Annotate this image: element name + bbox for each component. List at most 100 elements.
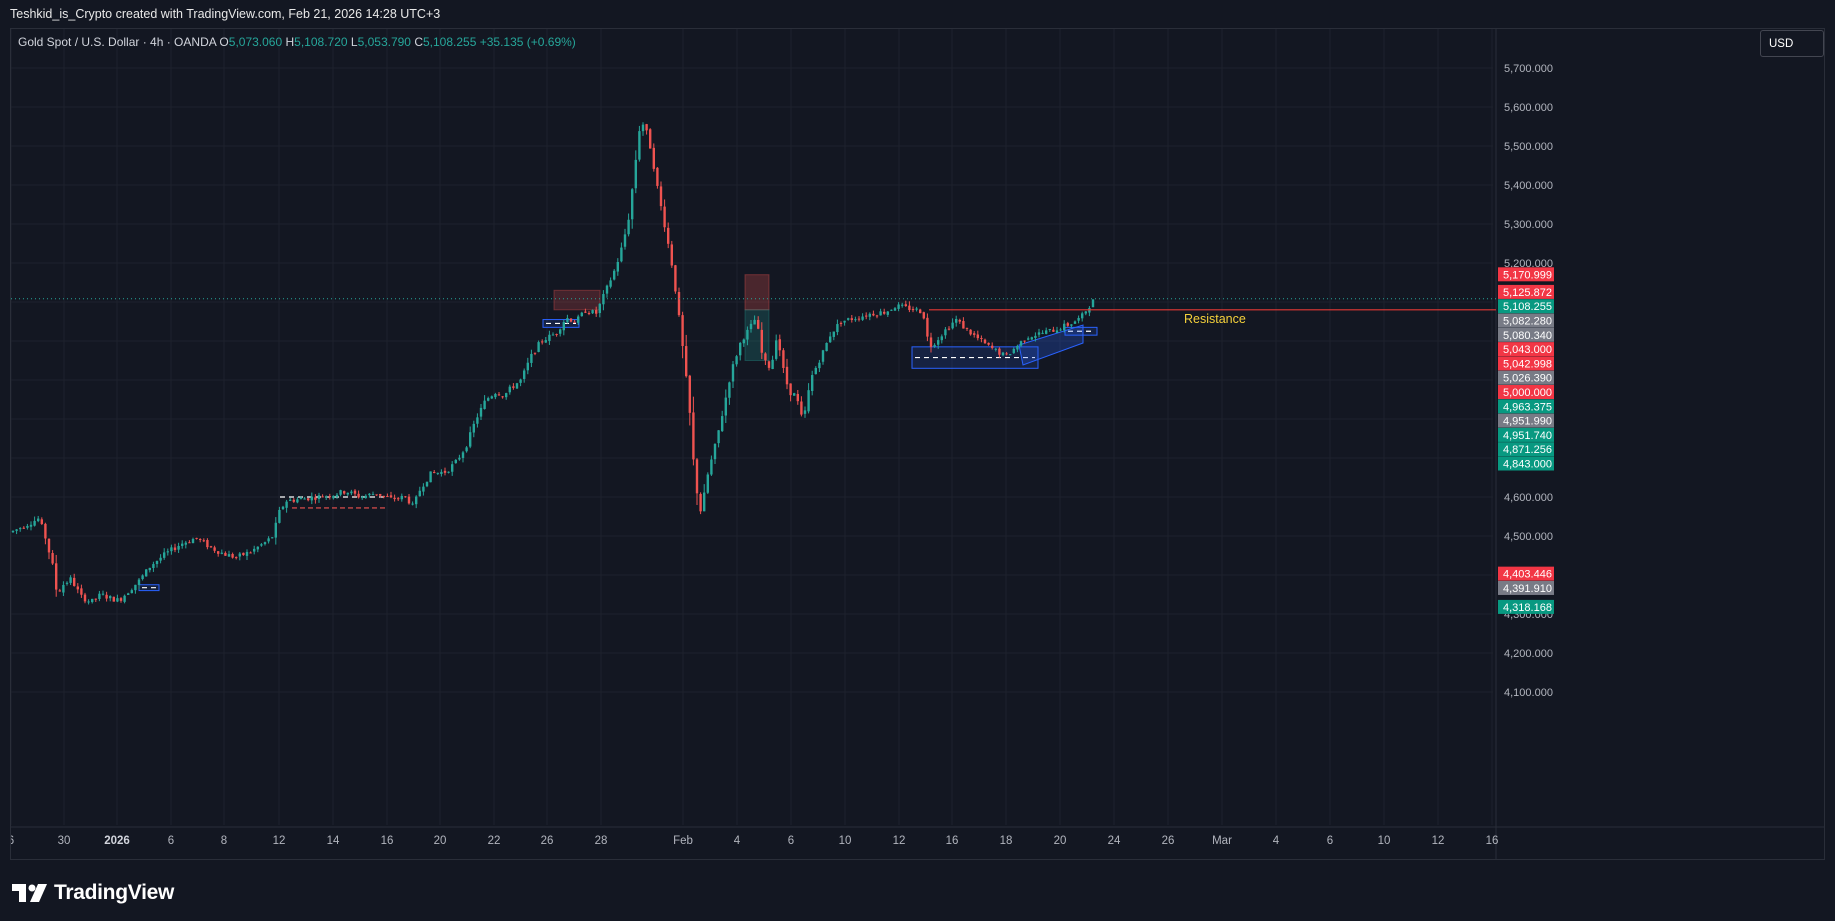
candle-body [87,601,90,603]
time-tick-label: 6 [168,835,174,847]
time-tick-label: Mar [1212,835,1232,847]
candle-body [404,496,407,498]
candle-body [821,350,825,362]
candle-body [526,362,529,371]
tradingview-logo-icon [12,884,47,902]
candle-body [425,481,429,487]
candle-body [274,522,277,538]
candle-body [472,423,475,433]
candle-body [94,598,97,600]
candle-body [469,432,472,447]
candle-body [875,315,879,317]
candle-body [69,577,72,583]
candle-body [73,577,76,586]
candle-body [65,582,69,584]
candle-body [965,327,969,329]
candle-body [886,311,889,315]
candle-body [170,547,173,552]
time-tick-label: 24 [1108,835,1121,847]
candle-body [184,542,187,545]
candle-body [839,322,843,324]
price-tick-label: 5,300.000 [1504,219,1553,231]
candle-body [418,490,421,497]
time-tick-label: 26 [1162,835,1175,847]
candle-body [836,324,839,333]
candle-body [487,398,490,401]
candle-body [566,318,569,322]
time-tick-label: 12 [273,835,286,847]
candle-body [1084,311,1087,314]
candle-body [598,303,601,314]
time-tick-label: Feb [673,835,693,847]
candle-body [620,247,623,262]
time-tick-label: 8 [221,835,227,847]
candle-body [458,457,461,460]
candle-body [353,490,357,494]
candle-body [123,595,126,602]
candle-body [742,339,745,344]
price-label-text: 4,391.910 [1503,583,1552,595]
currency-button[interactable]: USD [1760,30,1824,57]
candle-body [476,417,479,424]
candle-body [19,528,22,530]
candle-body [375,494,378,496]
candle-body [80,588,83,595]
candle-body [33,520,36,526]
candle-body [206,540,209,548]
price-chart[interactable]: Resistance 5,700.000 5,600.000 5,500.000 5,4… [11,29,1825,860]
candle-body [263,542,267,545]
candle-body [245,551,249,556]
candle-body [260,544,263,546]
candle-body [105,594,108,599]
candle-body [746,329,749,340]
candle-body [227,554,231,557]
candle-body [1091,299,1095,308]
candle-body [141,575,144,580]
candle-body [915,308,918,310]
time-tick-label: 6 [788,835,794,847]
candle-body [1052,329,1055,332]
zones-layer [138,274,1098,592]
candle-body [803,410,807,414]
candle-body [591,310,594,314]
candle-body [364,495,367,498]
candle-body [843,320,846,323]
candle-body [533,352,537,354]
price-label-box [1498,385,1554,400]
close-label: C [414,35,423,49]
candle-body [807,390,810,412]
time-tick-label: 6 [1327,835,1333,847]
chart-caption: Teshkid_is_Crypto created with TradingVi… [0,0,1835,28]
candle-body [688,375,691,413]
candle-body [166,551,169,553]
candle-body [537,342,540,352]
price-label-box [1498,456,1554,471]
candle-body [15,529,18,531]
price-label-box [1498,284,1554,299]
candle-body [584,311,587,313]
candle-body [224,552,227,556]
candle-body [447,471,450,473]
candle-body [497,394,501,396]
price-label-box [1498,599,1554,614]
candle-body [249,552,252,554]
price-label-text: 5,108.255 [1503,301,1552,313]
candles [11,122,1095,605]
candle-body [253,548,256,552]
price-label-text: 5,082.280 [1503,316,1552,328]
tradingview-logo[interactable]: TradingView [12,878,174,908]
candle-body [213,547,216,551]
candle-body [656,167,659,186]
candle-body [710,459,713,475]
chart-panel[interactable]: Resistance 5,700.000 5,600.000 5,500.000 5,4… [10,28,1825,860]
candle-body [519,379,522,383]
candle-body [649,129,652,149]
candle-body [325,496,328,498]
candle-body [991,345,994,348]
candle-body [631,189,634,220]
symbol-title[interactable]: Gold Spot / U.S. Dollar · 4h · OANDA [18,35,217,49]
candle-body [580,312,583,317]
candle-body [890,309,893,311]
candle-body [11,530,15,533]
candle-body [775,340,778,359]
